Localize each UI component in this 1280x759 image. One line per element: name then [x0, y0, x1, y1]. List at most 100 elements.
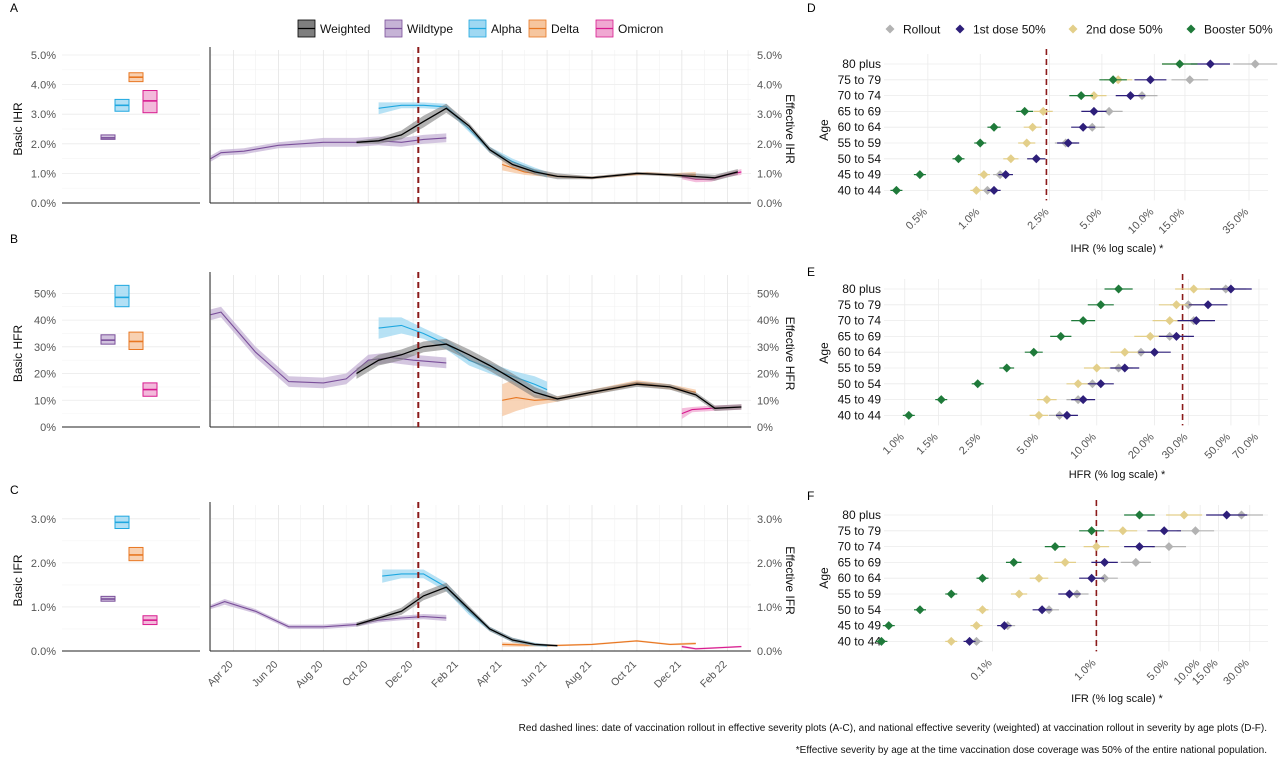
legend-item-1st-dose-50: 1st dose 50% — [955, 23, 1046, 37]
dose-point-booster-50 — [978, 573, 988, 583]
dose-point-2nd-dose-50 — [1034, 410, 1044, 420]
basic-y-tick-label: 5.0% — [31, 50, 56, 62]
dose-point-booster-50 — [1096, 300, 1106, 310]
series-line-omicron — [681, 646, 742, 650]
legend-item-delta: Delta — [528, 19, 579, 38]
dose-point-2nd-dose-50 — [1120, 347, 1130, 357]
age-category-label: 60 to 64 — [838, 345, 882, 359]
dose-point-1st-dose-50 — [965, 636, 975, 646]
effective-y-tick-label: 0.0% — [757, 198, 782, 210]
time-x-tick-label: Jun 20 — [250, 659, 281, 690]
dose-point-booster-50 — [1087, 526, 1097, 536]
effective-y-tick-label: 2.0% — [757, 139, 782, 151]
dose-point-booster-50 — [904, 410, 914, 420]
effective-y-tick-label: 2.0% — [757, 558, 782, 570]
dose-point-rollout — [1100, 573, 1110, 583]
effective-panel-b: 0% 10% 20% 30% 40% 50% Effective HFR — [209, 272, 797, 434]
effective-y-axis-label: Effective IHR — [783, 94, 797, 164]
dose-point-2nd-dose-50 — [1038, 106, 1048, 116]
dose-point-1st-dose-50 — [1062, 410, 1072, 420]
basic-y-tick-label: 2.0% — [31, 139, 56, 151]
dose-point-2nd-dose-50 — [1165, 316, 1175, 326]
series-band-wildtype — [210, 599, 447, 629]
series-band-wildtype — [210, 133, 447, 162]
dose-point-1st-dose-50 — [1171, 331, 1181, 341]
dose-point-2nd-dose-50 — [946, 636, 956, 646]
dose-point-1st-dose-50 — [1037, 605, 1047, 615]
age-category-label: 65 to 69 — [838, 104, 882, 118]
legend-marker-rollout — [885, 24, 895, 34]
dose-point-1st-dose-50 — [1096, 379, 1106, 389]
effective-y-tick-label: 3.0% — [757, 514, 782, 526]
time-x-tick-label: Dec 21 — [652, 659, 684, 691]
dose-point-1st-dose-50 — [1063, 138, 1073, 148]
age-x-tick-label: 1.0% — [956, 206, 982, 232]
effective-y-tick-label: 20% — [757, 369, 779, 381]
age-category-label: 50 to 54 — [838, 377, 882, 391]
legend-item-booster-50: Booster 50% — [1186, 23, 1273, 37]
age-x-tick-label: 2.5% — [1025, 206, 1051, 232]
age-category-label: 80 plus — [842, 508, 881, 522]
dose-point-rollout — [1190, 526, 1200, 536]
dose-point-1st-dose-50 — [1089, 106, 1099, 116]
effective-y-axis-label: Effective IFR — [783, 546, 797, 615]
dose-point-booster-50 — [1134, 510, 1144, 520]
panel-letter-a: A — [10, 1, 18, 15]
age-category-label: 60 to 64 — [838, 571, 882, 585]
age-category-label: 80 plus — [842, 282, 881, 296]
dose-point-booster-50 — [1056, 331, 1066, 341]
age-x-tick-label: 1.0% — [881, 431, 907, 457]
dose-point-1st-dose-50 — [999, 621, 1009, 631]
age-x-tick-label: 10.0% — [1068, 431, 1099, 462]
age-x-tick-label: 5.0% — [1145, 657, 1171, 683]
age-x-tick-label: 10.0% — [1126, 206, 1157, 237]
age-y-axis-label: Age — [817, 567, 831, 589]
legend-variants: Weighted Wildtype Alpha Delta Omicron — [297, 19, 663, 38]
dose-point-booster-50 — [1114, 284, 1124, 294]
time-x-tick-label: Jun 21 — [518, 659, 549, 690]
age-category-label: 75 to 79 — [838, 524, 882, 538]
age-x-tick-label: 30.0% — [1221, 657, 1252, 688]
dose-point-2nd-dose-50 — [1171, 300, 1181, 310]
dose-point-2nd-dose-50 — [971, 621, 981, 631]
panel-letter-e: E — [807, 265, 815, 279]
legend-label-omicron: Omicron — [618, 22, 663, 36]
age-category-label: 40 to 44 — [838, 408, 882, 422]
legend-marker-1st-dose-50 — [955, 24, 965, 34]
series-line-weighted — [356, 586, 558, 647]
effective-panel-c: 0.0% 1.0% 2.0% 3.0% Effective IFR Apr 20 Jun 2… — [205, 502, 797, 691]
dose-point-1st-dose-50 — [1203, 300, 1213, 310]
dose-point-booster-50 — [1002, 363, 1012, 373]
footnote-rollout: Red dashed lines: date of vaccination ro… — [519, 723, 1267, 734]
age-x-tick-label: 5.0% — [1078, 206, 1104, 232]
dose-point-booster-50 — [876, 636, 886, 646]
dose-point-2nd-dose-50 — [1060, 557, 1070, 567]
dose-point-1st-dose-50 — [1078, 122, 1088, 132]
dose-point-rollout — [1131, 557, 1141, 567]
age-x-tick-label: 5.0% — [1015, 431, 1041, 457]
basic-y-tick-label: 0.0% — [31, 198, 56, 210]
dose-point-2nd-dose-50 — [1073, 379, 1083, 389]
legend-label-1st-dose-50: 1st dose 50% — [973, 23, 1046, 37]
panel-a: 0.0% 1.0% 2.0% 3.0% 4.0% 5.0% Basic IHR 0.0% 1.0… — [11, 47, 797, 210]
dose-point-booster-50 — [1078, 316, 1088, 326]
legend-label-alpha: Alpha — [491, 22, 522, 36]
dose-point-2nd-dose-50 — [1092, 363, 1102, 373]
dose-point-booster-50 — [1076, 91, 1086, 101]
effective-panel-a: 0.0% 1.0% 2.0% 3.0% 4.0% 5.0% Effective IHR — [209, 47, 797, 210]
dose-point-booster-50 — [915, 605, 925, 615]
legend-label-delta: Delta — [551, 22, 579, 36]
series-line-weighted — [356, 343, 742, 409]
effective-y-tick-label: 3.0% — [757, 109, 782, 121]
dose-point-booster-50 — [1175, 59, 1185, 69]
panel-letter-c: C — [10, 483, 19, 497]
age-category-label: 70 to 74 — [838, 540, 882, 554]
dose-point-2nd-dose-50 — [1179, 510, 1189, 520]
dose-point-booster-50 — [973, 379, 983, 389]
effective-y-tick-label: 1.0% — [757, 602, 782, 614]
age-category-label: 65 to 69 — [838, 329, 882, 343]
basic-y-axis-label: Basic HFR — [11, 324, 25, 382]
